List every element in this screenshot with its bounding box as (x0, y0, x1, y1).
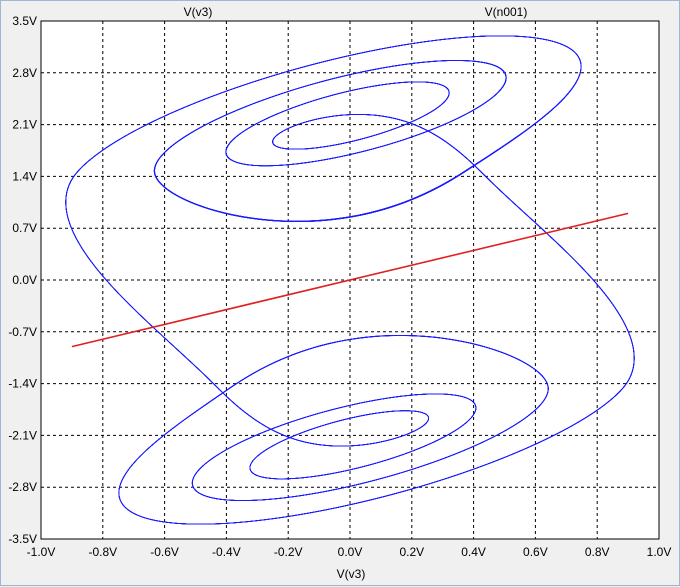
x-tick-label: 0.6V (523, 545, 548, 559)
x-tick-label: 0.8V (585, 545, 610, 559)
x-tick-labels: -1.0V -0.8V -0.6V -0.4V -0.2V 0.0V 0.2V 0.4V 0.6… (27, 545, 672, 559)
y-tick-label: 3.5V (12, 14, 37, 28)
y-tick-label: 0.0V (12, 273, 37, 287)
v-v3-line (71, 212, 629, 348)
x-tick-label: -0.4V (212, 545, 241, 559)
legend-v-n001: V(n001) (485, 5, 528, 19)
y-tick-label: -3.5V (8, 532, 37, 546)
y-tick-label: -2.8V (8, 480, 37, 494)
legend-v-v3: V(v3) (184, 5, 213, 19)
x-axis-title: V(v3) (337, 567, 366, 581)
y-tick-label: 1.4V (12, 169, 37, 183)
series-v-n001-trace (65, 35, 635, 525)
y-tick-label: -1.4V (8, 377, 37, 391)
y-tick-labels: 3.5V 2.8V 2.1V 1.4V 0.7V 0.0V -0.7V -1.4V -2.1V -… (8, 14, 37, 546)
x-tick-label: -0.6V (150, 545, 179, 559)
y-tick-label: -0.7V (8, 325, 37, 339)
y-tick-label: -2.1V (8, 428, 37, 442)
y-tick-label: 2.8V (12, 66, 37, 80)
y-tick-label: 0.7V (12, 221, 37, 235)
series-v-v3-trace (71, 212, 629, 348)
x-tick-label: 0.2V (399, 545, 424, 559)
x-tick-label: 0.4V (461, 545, 486, 559)
x-tick-label: 1.0V (647, 545, 672, 559)
x-tick-label: 0.0V (338, 545, 363, 559)
attractor-segment (65, 35, 635, 525)
x-tick-label: -0.8V (88, 545, 117, 559)
x-tick-label: -1.0V (27, 545, 56, 559)
y-tick-label: 2.1V (12, 118, 37, 132)
x-tick-label: -0.2V (274, 545, 303, 559)
